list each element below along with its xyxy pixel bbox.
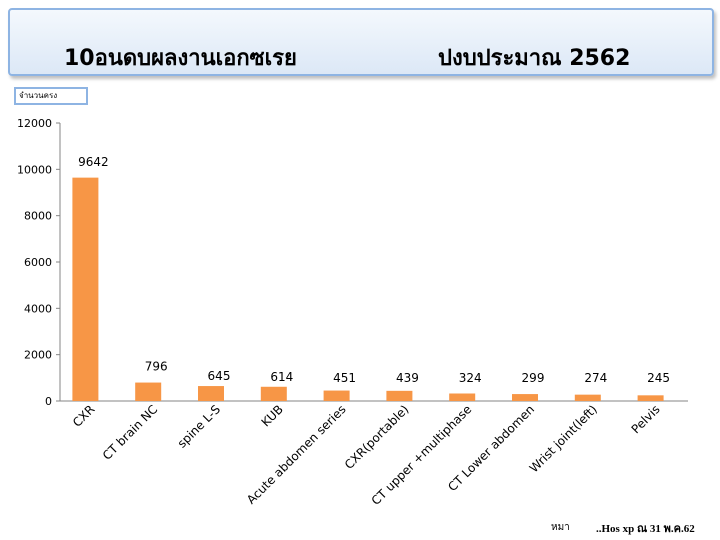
bar [574, 394, 601, 401]
data-label: 645 [208, 369, 231, 383]
bar [260, 386, 287, 401]
data-label: 9642 [78, 155, 109, 169]
data-label: 299 [522, 371, 545, 385]
data-label: 274 [584, 371, 607, 385]
category-label: CT brain NC [100, 402, 160, 462]
title-banner: 10อนดบผลงานเอกซเรย ปงบประมาณ 2562 [8, 8, 714, 76]
y-tick-label: 4000 [24, 302, 52, 315]
footer-source: ..Hos xp ณ 31 พ.ค.62 [596, 523, 695, 535]
bar [198, 386, 224, 401]
bar [72, 177, 99, 401]
y-tick-label: 10000 [17, 163, 52, 176]
y-tick-label: 2000 [24, 349, 52, 362]
category-label: spine L-S [175, 402, 223, 450]
chart-title: 10อนดบผลงานเอกซเรย [64, 46, 297, 71]
bar [637, 395, 664, 401]
fiscal-year-label: ปงบประมาณ 2562 [438, 46, 631, 71]
category-label: Wrist joint(left) [527, 402, 600, 475]
bar [135, 382, 162, 401]
bar [323, 390, 350, 401]
data-label: 614 [270, 370, 293, 384]
footer-author: หมา [551, 522, 570, 533]
category-label: CXR(portable) [342, 402, 412, 472]
bar [386, 390, 413, 401]
bar [512, 394, 538, 401]
bar [449, 393, 476, 401]
data-label: 439 [396, 371, 419, 385]
data-label: 324 [459, 371, 482, 385]
category-label: CXR [70, 402, 98, 430]
y-tick-label: 8000 [24, 210, 52, 223]
data-label: 245 [647, 371, 670, 385]
y-tick-label: 0 [45, 395, 52, 408]
data-label: 451 [333, 371, 356, 385]
data-label: 796 [145, 360, 168, 374]
y-tick-label: 12000 [17, 117, 52, 130]
category-label: Pelvis [629, 402, 663, 436]
y-tick-label: 6000 [24, 256, 52, 269]
y-axis-unit-label: จำนวนครง [14, 87, 88, 105]
category-label: KUB [259, 402, 286, 429]
